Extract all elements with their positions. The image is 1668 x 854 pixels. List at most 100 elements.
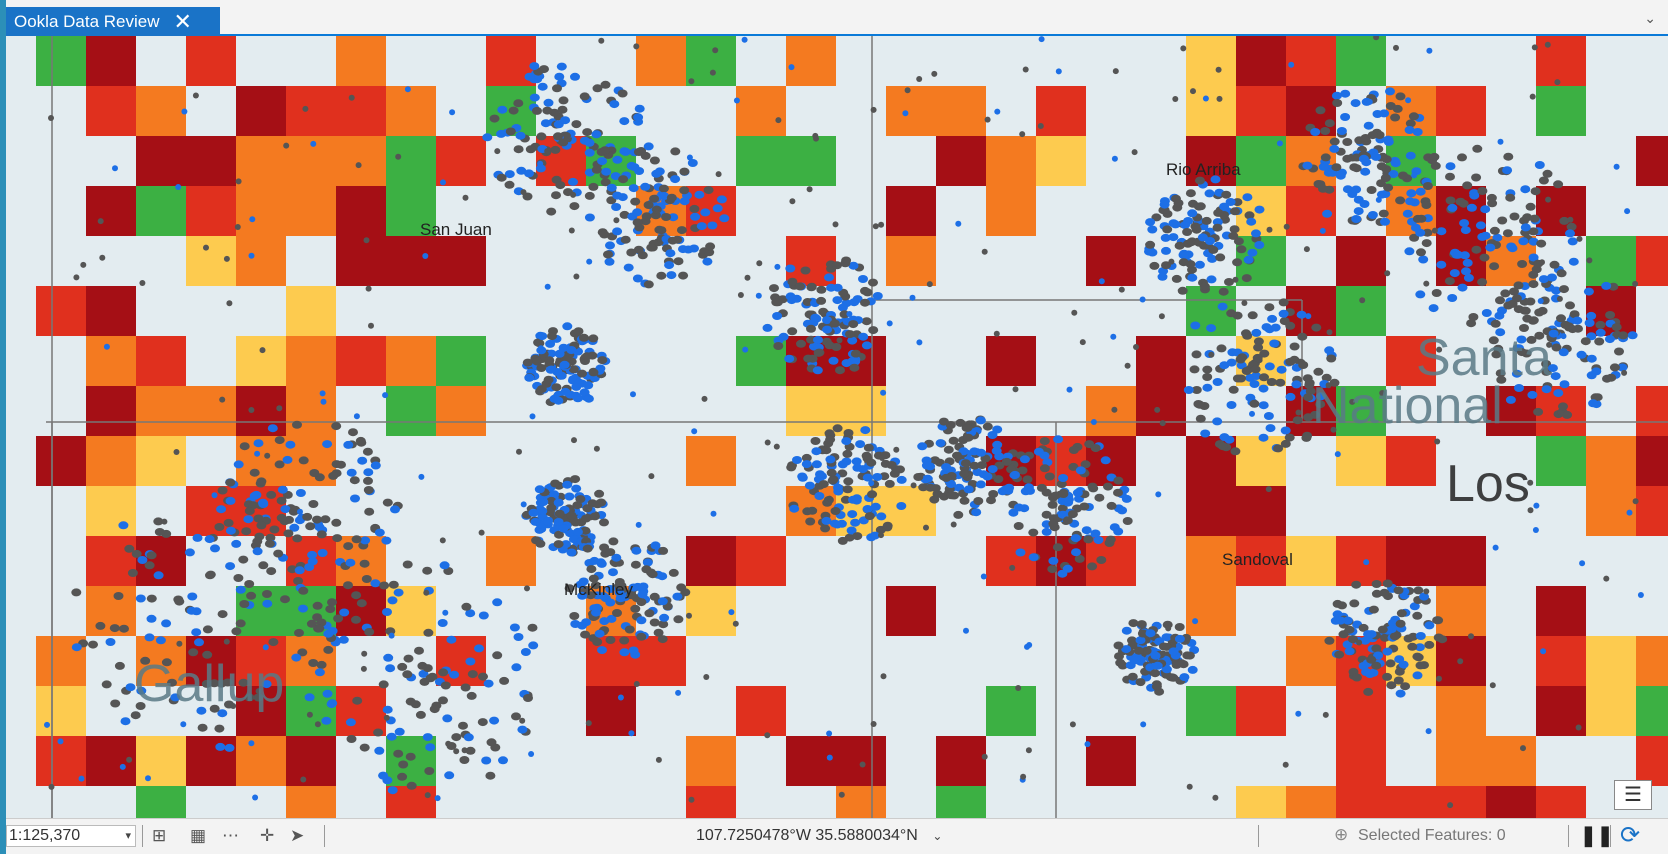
test-point [188,648,199,657]
test-point [99,254,106,261]
test-point [562,322,573,331]
grid-icon[interactable]: ▦ [190,826,207,845]
test-point [1462,181,1473,190]
test-point [1062,564,1073,573]
divider [1258,825,1259,847]
test-point [1194,260,1205,269]
pause-icon[interactable]: ❚❚ [1580,825,1614,847]
speed-grid-cell [1036,136,1086,186]
tab-ookla-data-review[interactable]: Ookla Data Review ✕ [6,7,220,36]
test-point [546,349,557,358]
test-point [71,643,82,652]
test-point [438,668,449,677]
snapping-icon[interactable]: ⋯ [222,826,239,845]
test-point [554,72,565,81]
test-point [387,596,398,605]
test-point [1263,412,1274,420]
test-point [686,612,692,619]
test-point [610,172,621,181]
test-point [1621,369,1628,376]
test-point [649,618,660,627]
chevron-down-icon[interactable]: ⌄ [932,829,943,843]
chevron-down-icon[interactable]: ▾ [125,830,131,842]
test-point [673,615,684,624]
test-point [520,501,527,508]
test-point [262,644,269,651]
test-point [522,358,533,367]
test-point [1278,309,1289,318]
test-point [831,343,842,351]
add-view-icon[interactable]: ⊞ [152,826,167,845]
test-point [1081,526,1092,535]
test-point [294,628,304,637]
test-point [733,97,740,104]
speed-grid-cell [686,536,736,586]
test-point [170,693,181,702]
test-point [1113,641,1124,650]
test-point [1213,208,1224,217]
test-point [244,693,255,702]
test-point [774,263,781,270]
test-point [630,560,641,569]
test-point [1322,209,1333,218]
speed-grid-cell [86,186,136,236]
test-point [1409,233,1420,242]
map-canvas[interactable] [6,36,1668,818]
test-point [1047,500,1058,509]
map-view[interactable]: San Juan Rio Arriba McKinley Sandoval Sa… [6,36,1668,818]
test-point [485,771,496,780]
tab-bar: Ookla Data Review ✕ ⌄ [6,0,1668,36]
legend-icon[interactable]: ☰ [1614,780,1652,810]
test-point [402,560,413,569]
test-point [1455,197,1466,206]
test-point [320,515,331,524]
test-point [1627,331,1638,340]
test-point [855,463,862,469]
test-point [1244,211,1255,220]
speed-grid-cell [86,386,136,436]
test-point [1371,644,1382,653]
test-point [584,138,595,147]
test-point [858,275,868,283]
test-point [813,348,824,357]
close-icon[interactable]: ✕ [173,8,192,34]
coordinate-readout[interactable]: 107.7250478°W 35.5880034°N ⌄ [696,827,942,845]
test-point [492,651,503,660]
test-point [837,536,848,545]
refresh-icon[interactable]: ⟳ [1620,822,1641,849]
test-point [1152,661,1163,670]
test-point [516,448,522,455]
test-point [653,205,660,212]
chevron-down-icon[interactable]: ⌄ [1644,10,1656,26]
north-arrow-icon[interactable]: ➤ [290,826,305,845]
test-point [1335,616,1346,625]
speed-grid-cell [1086,386,1136,436]
test-point [113,592,124,600]
test-point [1087,562,1098,571]
speed-grid-cell [586,686,636,736]
test-point [637,590,648,599]
test-point [935,439,946,448]
test-point [1389,632,1400,641]
test-point [1015,685,1022,691]
test-point [1140,721,1147,728]
test-point [1133,344,1139,350]
test-point [1289,342,1300,351]
test-point [592,603,602,612]
test-point [648,473,655,480]
test-point [902,110,909,117]
speed-grid-cell [1236,686,1286,736]
test-point [483,679,494,688]
test-point [1242,331,1253,340]
test-point [599,230,610,239]
crosshair-icon[interactable]: ✛ [260,826,275,845]
selection-icon[interactable]: ⊕ [1334,825,1349,844]
test-point [601,167,612,176]
test-point [1384,270,1391,277]
test-point [1415,290,1426,299]
test-point [352,696,363,705]
test-point [597,646,607,655]
speed-grid-cell [386,86,436,136]
test-point [1492,233,1503,242]
scale-selector[interactable]: 1:125,370 ▾ [6,825,136,847]
